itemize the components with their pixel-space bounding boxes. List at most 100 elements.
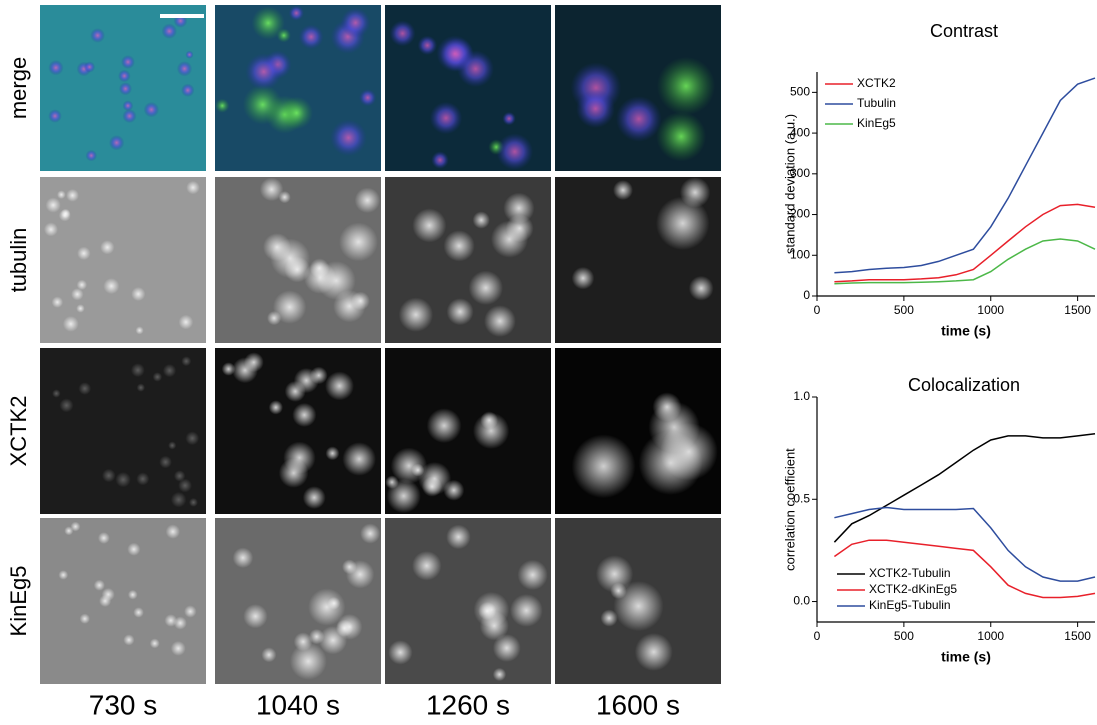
chart-title: Colocalization: [908, 375, 1020, 395]
spot: [173, 616, 187, 630]
spot: [468, 270, 503, 306]
spot: [52, 389, 61, 398]
spot: [103, 278, 120, 295]
spot: [288, 5, 305, 21]
spot: [215, 98, 230, 113]
y-axis-label: correlation coefficient: [782, 448, 797, 571]
spot: [97, 532, 110, 544]
legend-label: XCTK2-Tubulin: [869, 566, 951, 580]
spot: [517, 559, 548, 591]
spot: [232, 357, 258, 384]
spot: [571, 434, 636, 499]
spot: [122, 100, 134, 112]
spot: [76, 304, 85, 313]
spot: [185, 431, 200, 446]
series-line: [834, 506, 1096, 582]
spot: [388, 640, 413, 665]
spot: [181, 356, 192, 367]
spot: [308, 628, 325, 645]
spot: [64, 526, 74, 536]
spot: [613, 180, 633, 201]
x-axis-label: time (s): [941, 323, 991, 339]
y-tick-label: 200: [790, 207, 810, 221]
spot: [354, 187, 381, 214]
spot: [327, 596, 341, 610]
spot: [688, 275, 714, 301]
spot: [121, 55, 135, 69]
spot: [571, 266, 595, 290]
spot: [270, 238, 311, 279]
spot: [345, 560, 375, 589]
spot: [492, 667, 507, 682]
spot: [57, 190, 66, 199]
column-label: 1260 s: [426, 689, 510, 720]
spot: [389, 20, 416, 47]
spot: [173, 470, 186, 482]
spot: [70, 521, 81, 532]
spot: [48, 109, 62, 123]
spot: [165, 524, 181, 539]
spot: [251, 6, 285, 40]
spot: [77, 246, 91, 261]
spot: [245, 53, 283, 91]
legend-label: KinEg5: [857, 116, 896, 130]
spot: [93, 579, 105, 591]
spot: [272, 290, 307, 324]
spot: [595, 555, 634, 593]
spot: [472, 412, 510, 449]
legend-label: XCTK2-dKinEg5: [869, 582, 957, 596]
spot: [168, 441, 177, 450]
spot: [243, 604, 268, 629]
spot: [221, 362, 236, 376]
spot: [109, 135, 125, 151]
spot: [503, 192, 535, 224]
spot: [292, 402, 317, 427]
spot: [340, 7, 371, 38]
series-line: [833, 433, 1096, 543]
spot: [360, 523, 381, 544]
spot: [268, 400, 283, 415]
x-tick-label: 0: [814, 629, 821, 643]
spot: [333, 289, 366, 323]
spot: [136, 383, 146, 392]
spot: [335, 619, 354, 637]
series-line: [834, 238, 1096, 285]
spot: [184, 605, 197, 618]
spot: [426, 408, 462, 444]
legend-label: Tubulin: [857, 96, 896, 110]
x-axis-label: time (s): [941, 649, 991, 665]
spot: [417, 35, 438, 56]
spot: [131, 286, 146, 302]
spot: [655, 196, 710, 251]
y-tick-label: 0.0: [793, 594, 810, 608]
spot: [136, 472, 150, 486]
spot: [446, 524, 471, 550]
legend-label: KinEg5-Tubulin: [869, 598, 951, 612]
spot: [412, 208, 447, 243]
spot: [186, 180, 200, 195]
spot: [302, 486, 326, 510]
spot: [308, 588, 346, 626]
spot: [359, 89, 377, 107]
spot: [83, 61, 96, 73]
spot: [492, 634, 521, 662]
spot: [188, 497, 198, 507]
spot: [496, 133, 534, 171]
spot: [170, 640, 186, 656]
spot: [78, 382, 92, 395]
spot: [398, 297, 434, 332]
spot: [170, 491, 187, 508]
spot: [232, 547, 254, 569]
spot: [490, 220, 529, 258]
chart-title: Contrast: [930, 21, 998, 41]
spot: [613, 581, 664, 632]
spot: [133, 607, 144, 618]
spot: [339, 222, 378, 262]
x-tick-label: 1500: [1064, 629, 1091, 643]
spot: [58, 570, 69, 580]
spot: [143, 101, 160, 118]
spot: [79, 613, 90, 624]
spot: [71, 288, 84, 301]
spot: [509, 594, 543, 627]
spot: [457, 50, 495, 88]
